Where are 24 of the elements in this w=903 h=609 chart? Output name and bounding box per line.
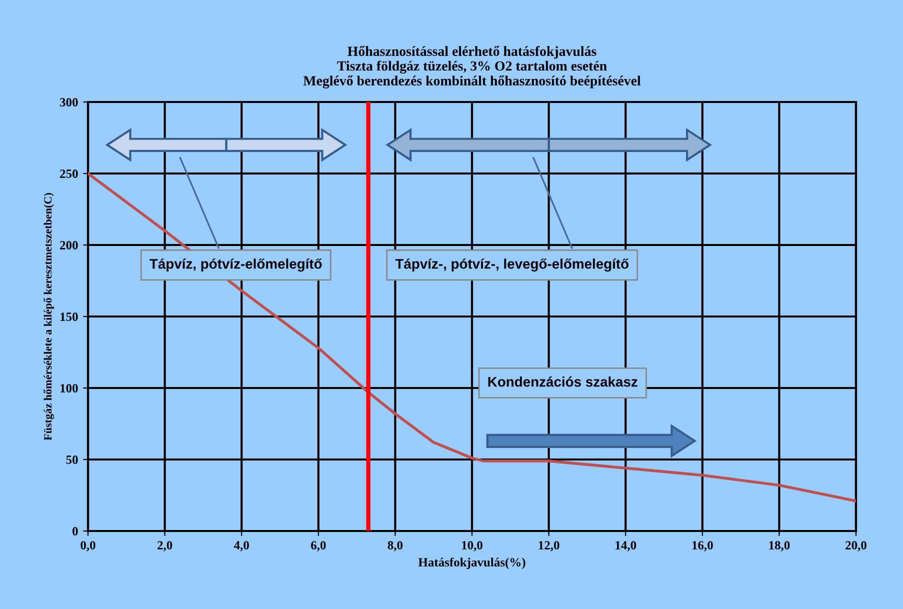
x-tick-label: 18,0 <box>769 541 790 552</box>
y-tick-label: 0 <box>72 527 78 536</box>
y-tick-label: 100 <box>60 384 78 392</box>
x-axis-title: Hatásfokjavulás(%) <box>418 558 526 570</box>
x-tick-label: 16,0 <box>692 541 713 552</box>
y-tick-label: 200 <box>60 241 78 250</box>
y-tick-label: 250 <box>60 170 78 178</box>
chart-title: Hőhasznosítással elérhető hatásfokjavulás Tiszta földgáz tüzelés, 3% O2 tartalom esetén Meglévő berendezés kombinált hőhasznosító beépítésével <box>303 46 641 88</box>
y-tick-label: 50 <box>66 456 78 464</box>
annotation: Kondenzációs szakasz <box>488 376 638 387</box>
x-tick-label: 8,0 <box>388 541 403 552</box>
y-tick-label: 150 <box>60 312 78 321</box>
y-tick-label: 300 <box>60 98 78 106</box>
x-tick-label: 12,0 <box>538 541 560 552</box>
x-tick-label: 2,0 <box>158 541 172 552</box>
x-tick-label: 20,0 <box>846 541 866 552</box>
annotation: Tápvíz-, pótvíz-, levegő-előmelegítő <box>395 258 628 272</box>
x-tick-label: 0,0 <box>80 541 96 552</box>
x-tick-label: 10,0 <box>462 541 482 552</box>
x-tick-label: 6,0 <box>311 541 326 552</box>
annotation: Tápvíz, pótvíz-előmelegítő <box>150 258 322 272</box>
x-tick-label: 4,0 <box>234 541 249 552</box>
y-axis-title: Füstgáz hőmérséklete a kilépő keresztmetszetben(C) <box>44 193 54 440</box>
x-tick-label: 14,0 <box>616 541 636 552</box>
